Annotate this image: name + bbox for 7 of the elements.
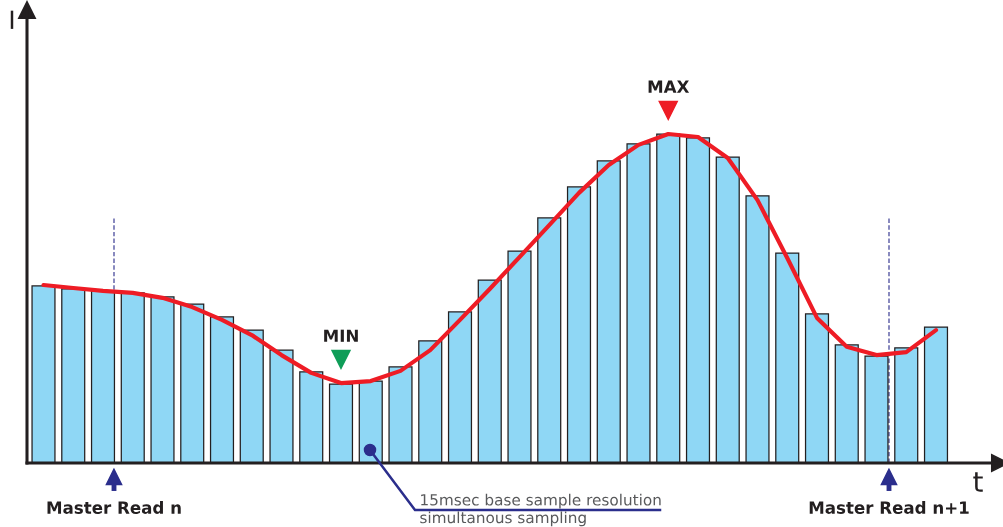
x-axis-title: t (973, 472, 983, 492)
text: Master Read n (47, 500, 181, 514)
annotation: MIN (324, 329, 358, 342)
text: MAX (648, 80, 690, 93)
text: Master Read n+1 (809, 500, 969, 514)
text: 15msec base sample resolution simultanous sampling (420, 493, 661, 527)
y-axis-title: I (10, 10, 14, 29)
